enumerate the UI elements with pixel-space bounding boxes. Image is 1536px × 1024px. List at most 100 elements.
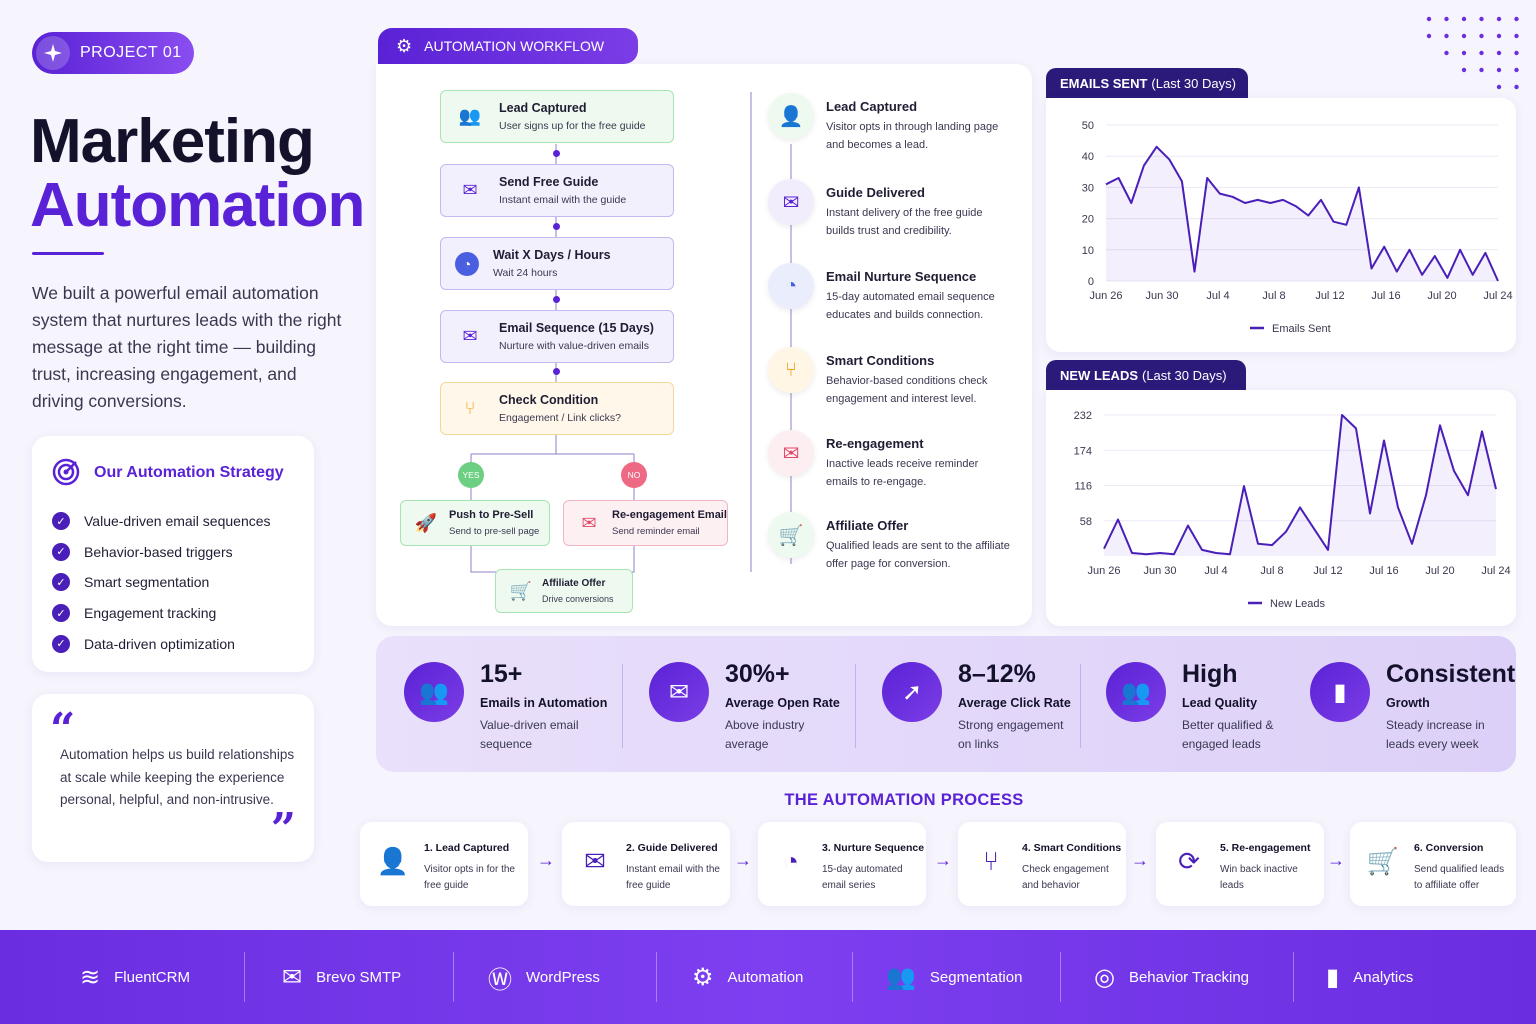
tool-segmentation: 👥 Segmentation bbox=[886, 963, 1023, 991]
envelope-icon: ✉ bbox=[649, 662, 709, 722]
legend-label: New Leads bbox=[1270, 598, 1326, 610]
clock-icon: ◔ bbox=[783, 845, 799, 876]
divider bbox=[1080, 664, 1081, 748]
fluentcrm-icon: ≋ bbox=[80, 963, 101, 991]
page-title-line1: Marketing bbox=[30, 107, 315, 176]
y-tick-label: 50 bbox=[1082, 120, 1094, 132]
y-tick-label: 0 bbox=[1088, 276, 1094, 288]
x-tick-label: Jul 12 bbox=[1315, 290, 1344, 302]
sparkle-icon bbox=[36, 36, 70, 70]
check-icon: ✓ bbox=[52, 634, 70, 653]
check-icon: ✓ bbox=[52, 512, 70, 531]
cart-icon: 🛒 bbox=[509, 580, 533, 601]
arrow-right-icon: → bbox=[934, 850, 952, 870]
title-underline bbox=[32, 252, 104, 255]
workflow-node-check-condition: ⑂ Check Condition Engagement / Link click… bbox=[440, 382, 674, 435]
workflow-node-lead-captured: 👥 Lead Captured User signs up for the fre… bbox=[440, 90, 674, 143]
quote-open-icon: “ bbox=[50, 704, 76, 755]
tool-fluentcrm: ≋ FluentCRM bbox=[80, 963, 190, 991]
list-item: ✓ Smart segmentation bbox=[52, 567, 271, 598]
y-tick-label: 232 bbox=[1074, 410, 1092, 422]
process-step-1: 👤 1. Lead Captured Visitor opts in for t… bbox=[360, 822, 528, 906]
branch-icon: ⑂ bbox=[768, 347, 814, 393]
workflow-tab: ⚙ AUTOMATION WORKFLOW bbox=[378, 28, 638, 64]
new-leads-chart: 232 174 116 58 Jun 26 Jun 30 Jul 4 Jul 8 Jul 12 J… bbox=[1074, 410, 1511, 610]
tool-wordpress: Ⓦ WordPress bbox=[488, 930, 600, 1024]
tool-automation: ⚙ Automation bbox=[692, 963, 804, 991]
tool-behavior-tracking: ◎ Behavior Tracking bbox=[1094, 963, 1250, 991]
y-tick-label: 30 bbox=[1082, 182, 1094, 194]
divider bbox=[855, 664, 856, 748]
y-tick-label: 174 bbox=[1074, 445, 1092, 457]
x-tick-label: Jul 4 bbox=[1206, 290, 1229, 302]
x-tick-label: Jul 8 bbox=[1262, 290, 1285, 302]
x-tick-label: Jun 30 bbox=[1143, 565, 1176, 577]
envelope-alert-icon: ✉ bbox=[581, 512, 597, 533]
list-item: ✓ Data-driven optimization bbox=[52, 628, 271, 659]
quote-text: Automation helps us build relationships … bbox=[60, 747, 295, 807]
page-title-line2: Automation bbox=[30, 171, 365, 240]
intro-text: We built a powerful email automation sys… bbox=[32, 283, 342, 411]
workflow-node-wait: ◔ Wait X Days / Hours Wait 24 hours bbox=[440, 237, 674, 290]
clock-icon: ◔ bbox=[455, 251, 479, 276]
yes-badge: YES bbox=[458, 462, 484, 488]
new-leads-chart-tab: NEW LEADS (Last 30 Days) bbox=[1046, 360, 1246, 390]
envelope-icon: ✉ bbox=[584, 845, 606, 876]
workflow-card: 👥 Lead Captured User signs up for the fre… bbox=[376, 64, 1032, 626]
workflow-node-email-sequence: ✉ Email Sequence (15 Days) Nurture with v… bbox=[440, 310, 674, 363]
cart-icon: 🛒 bbox=[768, 512, 814, 558]
quote-close-icon: ” bbox=[270, 804, 296, 855]
process-title: THE AUTOMATION PROCESS bbox=[784, 791, 1024, 809]
user-icon: 👤 bbox=[768, 93, 814, 139]
envelope-icon: ✉ bbox=[462, 180, 478, 200]
process-step-2: ✉ 2. Guide Delivered Instant email with … bbox=[562, 822, 730, 906]
y-tick-label: 116 bbox=[1074, 481, 1092, 493]
branch-icon: ⑂ bbox=[983, 845, 999, 876]
check-icon: ✓ bbox=[52, 573, 70, 592]
strategy-card: Our Automation Strategy ✓ Value-driven em… bbox=[32, 436, 314, 672]
arrow-right-icon: → bbox=[734, 850, 752, 870]
x-tick-label: Jun 30 bbox=[1145, 290, 1178, 302]
branch-icon: ⑂ bbox=[464, 398, 476, 418]
workflow-node-reengagement: ✉ Re-engagement Email Send reminder email bbox=[563, 500, 728, 546]
emails-sent-chart-card: 50 40 30 20 10 0 Jun 26 Jun 30 Jul 4 Jul 8 Jul 12 J… bbox=[1046, 98, 1516, 352]
divider bbox=[852, 952, 853, 1002]
series-area bbox=[1104, 415, 1496, 556]
envelope-icon: ✉ bbox=[462, 326, 478, 346]
refresh-icon: ⟳ bbox=[1178, 845, 1200, 876]
emails-sent-chart-tab: EMAILS SENT (Last 30 Days) bbox=[1046, 68, 1248, 98]
process-step-4: ⑂ 4. Smart Conditions Check engagement a… bbox=[958, 822, 1126, 906]
clock-icon: ◔ bbox=[768, 263, 814, 309]
divider bbox=[1060, 952, 1061, 1002]
divider bbox=[453, 952, 454, 1002]
legend-label: Emails Sent bbox=[1272, 323, 1331, 335]
target-icon: ◎ bbox=[1094, 963, 1115, 991]
emails-sent-chart: 50 40 30 20 10 0 Jun 26 Jun 30 Jul 4 Jul 8 Jul 12 J… bbox=[1082, 120, 1513, 335]
users-icon: 👥 bbox=[458, 106, 482, 126]
check-icon: ✓ bbox=[52, 604, 70, 623]
list-item: ✓ Behavior-based triggers bbox=[52, 537, 271, 568]
badge-label: PROJECT 01 bbox=[80, 44, 182, 61]
users-icon: 👥 bbox=[404, 662, 464, 722]
cart-icon: 🛒 bbox=[1366, 845, 1400, 876]
process-step-3: ◔ 3. Nurture Sequence 15-day automated e… bbox=[758, 822, 926, 906]
divider bbox=[1293, 952, 1294, 1002]
x-tick-label: Jul 4 bbox=[1204, 565, 1227, 577]
gear-icon: ⚙ bbox=[396, 35, 413, 56]
process-step-5: ⟳ 5. Re-engagement Win back inactive lea… bbox=[1156, 822, 1324, 906]
divider bbox=[656, 952, 657, 1002]
wordpress-icon: Ⓦ bbox=[488, 966, 512, 994]
y-tick-label: 10 bbox=[1082, 245, 1094, 257]
y-tick-label: 58 bbox=[1080, 516, 1092, 528]
list-item: ✓ Engagement tracking bbox=[52, 598, 271, 629]
series-area bbox=[1106, 146, 1498, 281]
no-badge: NO bbox=[621, 462, 647, 488]
divider bbox=[244, 952, 245, 1002]
x-tick-label: Jul 24 bbox=[1481, 565, 1510, 577]
x-tick-label: Jul 8 bbox=[1260, 565, 1283, 577]
cursor-click-icon: ➚ bbox=[882, 662, 942, 722]
envelope-icon: ✉ bbox=[768, 179, 814, 225]
x-tick-label: Jun 26 bbox=[1087, 565, 1120, 577]
x-tick-label: Jun 26 bbox=[1089, 290, 1122, 302]
x-tick-label: Jul 12 bbox=[1313, 565, 1342, 577]
